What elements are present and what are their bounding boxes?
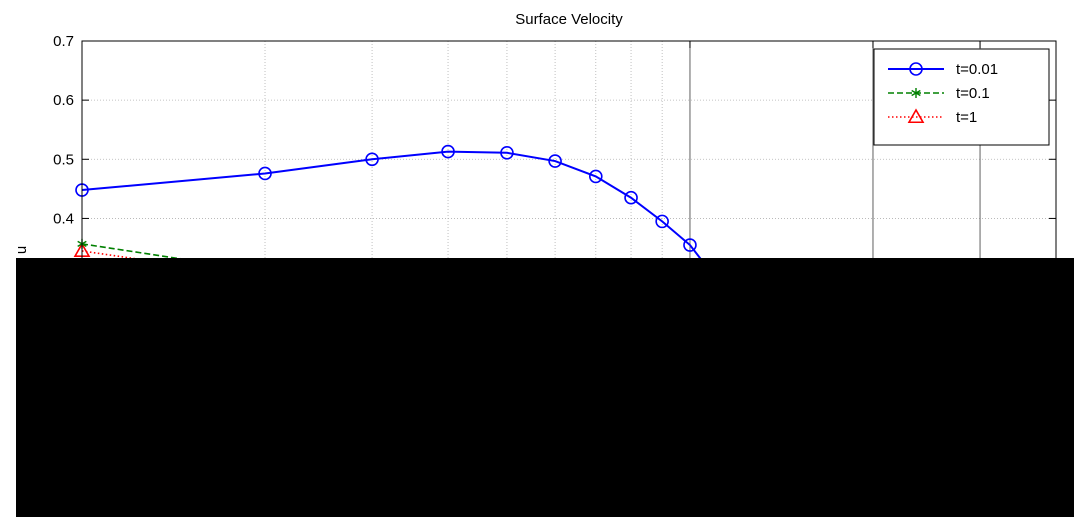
data-point (624, 190, 638, 205)
legend-label: t=0.01 (956, 61, 998, 78)
data-point (365, 152, 379, 167)
data-point (441, 144, 455, 159)
data-point (588, 169, 603, 184)
chart-title: Surface Velocity (515, 11, 623, 28)
legend-item: t=0.1 (888, 85, 990, 102)
data-point (911, 88, 921, 98)
legend-item: t=1 (888, 108, 977, 126)
y-axis-label: u (13, 246, 30, 254)
legend-label: t=1 (956, 109, 977, 126)
y-tick-label: 0.5 (53, 151, 74, 168)
data-point (907, 108, 925, 124)
y-tick-label: 0.6 (53, 92, 74, 109)
legend-item: t=0.01 (888, 61, 998, 78)
asterisk-stroke (911, 89, 921, 97)
legend-box (873, 48, 1050, 146)
legend-label: t=0.1 (956, 85, 990, 102)
legend: t=0.01 t=0.1 t=1 (873, 48, 1050, 146)
occlusion-block (16, 258, 1074, 517)
data-point (655, 214, 669, 229)
data-point (258, 166, 272, 181)
y-tick-label: 0.4 (53, 210, 74, 227)
y-tick-label: 0.7 (53, 33, 74, 50)
data-point (548, 154, 562, 168)
data-point (500, 145, 514, 160)
data-point (909, 62, 923, 76)
data-point (683, 238, 697, 252)
